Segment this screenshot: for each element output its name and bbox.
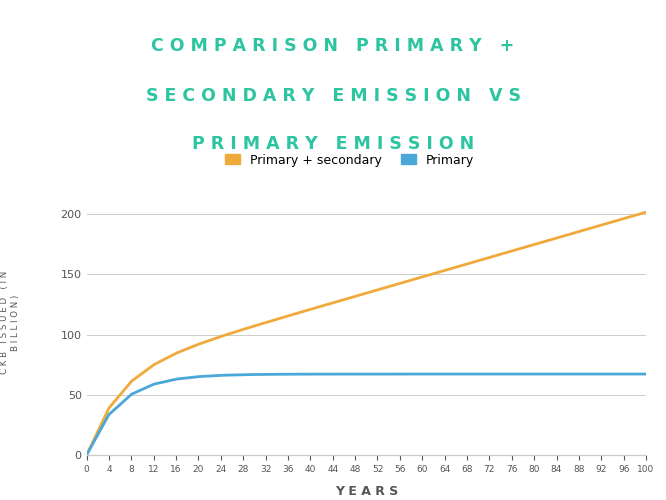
Legend: Primary + secondary, Primary: Primary + secondary, Primary	[220, 148, 479, 172]
Text: C K B   I S S U E D   ( I N
B I L L I O N ): C K B I S S U E D ( I N B I L L I O N )	[0, 271, 20, 374]
Text: P R I M A R Y   E M I S S I O N: P R I M A R Y E M I S S I O N	[192, 134, 474, 152]
Text: C O M P A R I S O N   P R I M A R Y   +: C O M P A R I S O N P R I M A R Y +	[151, 37, 515, 55]
X-axis label: Y E A R S: Y E A R S	[335, 485, 398, 498]
Text: S E C O N D A R Y   E M I S S I O N   V S: S E C O N D A R Y E M I S S I O N V S	[145, 86, 521, 104]
